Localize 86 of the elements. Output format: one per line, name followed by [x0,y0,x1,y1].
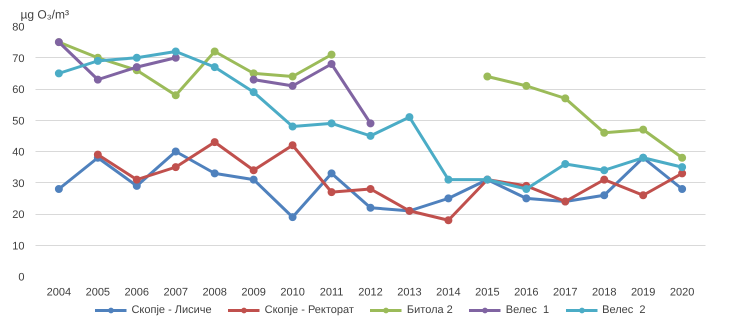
point [600,166,608,174]
point [405,113,414,122]
point [366,132,374,140]
point [288,82,297,90]
point [172,163,180,172]
point [600,176,608,184]
point [172,148,180,156]
point [250,88,258,96]
point [522,194,530,202]
point [288,122,297,130]
point [366,185,374,193]
x-tick-label: 2005 [86,286,110,298]
point [639,191,648,200]
x-tick-label: 2007 [163,286,188,298]
point [288,141,297,150]
point [444,176,452,184]
point [328,50,336,59]
point [210,48,219,56]
point [678,163,686,172]
x-tick-label: 2008 [202,286,227,298]
point [172,48,180,56]
y-tick-label: 40 [12,146,25,158]
point [444,194,452,202]
point [444,216,452,224]
x-tick-label: 2019 [630,286,656,298]
point [600,191,608,200]
y-axis-title: µg O₃/m³ [20,8,69,22]
legend-label: Скопје - Лисиче [131,304,212,316]
point [94,56,102,65]
point [172,91,180,100]
point [561,160,570,168]
x-tick-label: 2013 [397,286,422,298]
point [54,69,63,78]
x-tick-label: 2014 [436,286,461,298]
point [366,204,374,212]
point [600,128,608,137]
point [328,60,336,68]
point [483,72,492,80]
y-tick-label: 20 [12,209,25,221]
y-tick-label: 50 [12,115,25,128]
x-tick-label: 2020 [670,286,694,298]
point [132,63,141,72]
y-tick-label: 60 [12,84,25,96]
point [210,169,219,178]
point [288,72,297,80]
y-tick-label: 80 [12,22,25,34]
point [210,63,219,72]
x-tick-label: 2016 [514,286,539,298]
x-tick-label: 2011 [320,286,344,298]
point [328,188,336,196]
point [250,166,258,174]
point [250,69,258,78]
point [132,176,141,184]
x-tick-label: 2004 [46,286,72,298]
x-tick-label: 2018 [592,286,616,298]
x-tick-label: 2006 [124,286,150,298]
point [210,138,219,146]
x-tick-label: 2010 [280,286,305,298]
point [522,185,530,193]
legend-label: Битола 2 [406,304,453,316]
y-tick-label: 0 [18,272,25,284]
point [678,185,686,193]
point [54,185,63,193]
y-tick-label: 70 [12,52,25,65]
point [561,94,570,102]
x-tick-label: 2017 [553,286,578,298]
point [250,76,258,84]
point [94,150,102,159]
point [328,119,336,128]
y-tick-label: 10 [12,240,25,252]
point [366,119,374,128]
x-tick-label: 2015 [475,286,500,298]
x-tick-label: 2009 [241,286,266,298]
point [678,154,686,162]
point [288,213,297,222]
point [132,54,141,62]
point [639,126,648,134]
legend-label: Велес 2 [602,304,646,316]
point [522,82,530,90]
y-tick-label: 30 [12,178,25,190]
point [328,169,336,178]
x-tick-label: 2012 [358,286,383,298]
point [250,176,258,184]
legend-label: Скопје - Ректорат [264,304,354,316]
point [94,76,102,84]
legend-label: Велес 1 [506,304,550,316]
